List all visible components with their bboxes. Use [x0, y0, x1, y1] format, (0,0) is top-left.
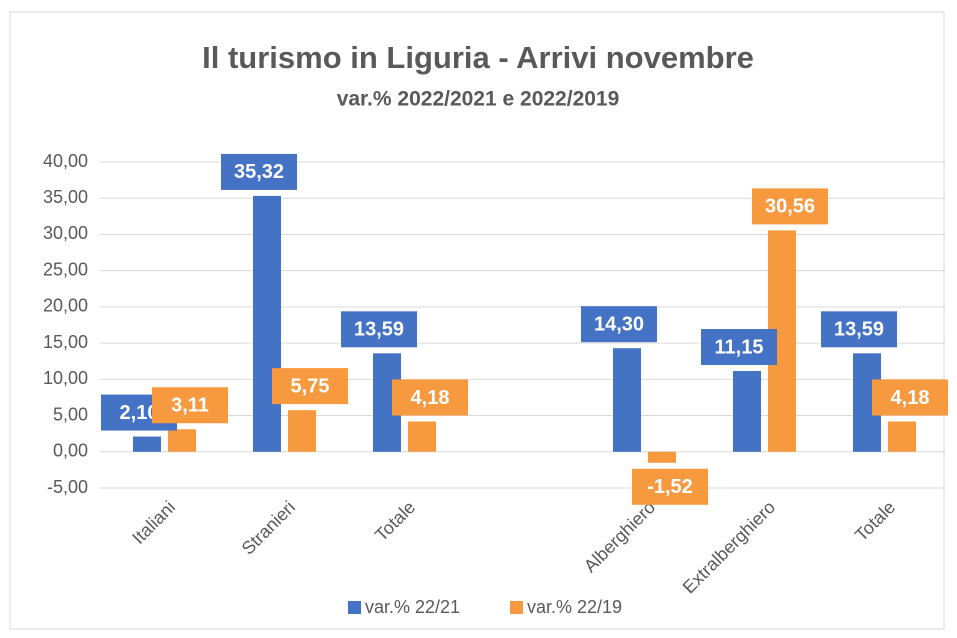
- data-label: 5,75: [291, 375, 330, 397]
- data-label: 13,59: [354, 319, 404, 341]
- data-label: 13,59: [834, 319, 884, 341]
- data-label: 30,56: [765, 196, 815, 218]
- bar: [613, 348, 641, 452]
- data-label-box: [632, 468, 708, 505]
- data-label: 4,18: [891, 387, 930, 409]
- data-label-box: [581, 306, 657, 343]
- y-tick-label: 35,00: [43, 187, 88, 207]
- data-label: -1,52: [647, 476, 693, 498]
- data-label: 35,32: [234, 161, 284, 183]
- legend-swatch: [348, 601, 361, 614]
- bar: [408, 421, 436, 452]
- data-label-box: [872, 379, 948, 416]
- bar: [888, 421, 916, 452]
- y-tick-label: 40,00: [43, 151, 88, 171]
- data-label-box: [221, 153, 297, 190]
- legend-swatch: [510, 601, 523, 614]
- data-label: 4,18: [411, 387, 450, 409]
- y-tick-label: 20,00: [43, 296, 88, 316]
- data-label-box: [392, 379, 468, 416]
- y-tick-label: 25,00: [43, 259, 88, 279]
- bar: [133, 436, 161, 452]
- y-tick-label: 5,00: [53, 404, 88, 424]
- data-label: 11,15: [715, 336, 764, 358]
- data-label-box: [701, 329, 777, 366]
- data-label: 14,30: [594, 313, 644, 335]
- data-label-box: [152, 387, 228, 424]
- data-label: 2,10: [120, 402, 159, 424]
- legend-label: var.% 22/19: [527, 597, 622, 617]
- data-label-box: [752, 188, 828, 225]
- data-label: 3,11: [171, 395, 209, 417]
- bar: [288, 410, 316, 452]
- y-tick-label: 30,00: [43, 223, 88, 243]
- y-tick-label: -5,00: [47, 477, 88, 497]
- y-tick-label: 10,00: [43, 368, 88, 388]
- chart-title: Il turismo in Liguria - Arrivi novembre: [202, 40, 754, 75]
- y-tick-label: 15,00: [43, 332, 88, 352]
- bar: [733, 371, 761, 452]
- bar: [168, 429, 196, 452]
- data-label-box: [341, 311, 417, 348]
- bar: [648, 451, 676, 463]
- y-tick-label: 0,00: [53, 441, 88, 461]
- legend-label: var.% 22/21: [365, 597, 460, 617]
- data-label-box: [821, 311, 897, 348]
- chart-subtitle: var.% 2022/2021 e 2022/2019: [337, 88, 620, 111]
- data-label-box: [272, 368, 348, 405]
- bar: [253, 195, 281, 452]
